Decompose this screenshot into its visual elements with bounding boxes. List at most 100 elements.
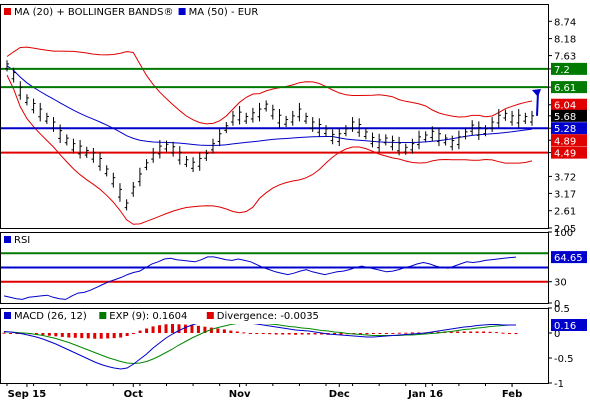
price-axis-tick-label-10: 3.72	[554, 172, 576, 183]
price-legend-swatch-0	[4, 8, 11, 15]
price-level-0-tag-label: 7.2	[554, 65, 570, 76]
x-tick-label-0: Sep 15	[8, 389, 47, 400]
divergence-bar	[462, 331, 466, 333]
price-legend-bg	[2, 6, 262, 20]
macd-axis-tick-label-0: 0.5	[554, 304, 570, 315]
price-level-1-tag-label: 6.61	[554, 83, 576, 94]
divergence-bar	[119, 333, 123, 338]
divergence-bar	[112, 333, 116, 339]
divergence-bar	[235, 331, 239, 333]
divergence-bar	[339, 333, 343, 335]
forecast-arrow-head	[532, 88, 541, 97]
divergence-bar	[436, 331, 440, 333]
macd-legend-bg	[2, 310, 292, 324]
price-value-1-tag	[551, 109, 587, 122]
divergence-bar	[501, 332, 505, 334]
price-value-2-tag-label: 4.89	[554, 136, 576, 147]
price-value-2-tag	[551, 134, 587, 147]
divergence-bar	[371, 333, 375, 334]
macd-axis-tick-label-1: 0	[554, 329, 560, 340]
price-level-1-tag	[551, 81, 587, 94]
divergence-bar	[93, 333, 97, 339]
divergence-bar	[67, 333, 71, 338]
divergence-bar	[222, 329, 226, 333]
price-axis-tick-label-0: 8.74	[554, 17, 576, 28]
price-level-2-tag-label: 5.28	[554, 124, 576, 135]
divergence-bar	[41, 333, 45, 336]
divergence-bar	[190, 325, 194, 333]
divergence-bar	[171, 324, 175, 333]
divergence-bar	[404, 332, 408, 334]
divergence-bar	[268, 333, 272, 335]
divergence-bar	[378, 333, 382, 334]
divergence-bar	[281, 333, 285, 335]
macd-legend-label-0: MACD (26, 12)	[14, 311, 87, 322]
price-value-1-tag-label: 5.68	[554, 112, 576, 123]
divergence-bar	[99, 333, 103, 339]
divergence-bar	[54, 333, 58, 337]
divergence-bar	[333, 333, 337, 335]
divergence-bar	[274, 333, 278, 335]
divergence-bar	[307, 333, 311, 335]
divergence-bar	[145, 328, 149, 333]
divergence-bar	[216, 328, 220, 333]
divergence-bar	[449, 331, 453, 333]
price-axis-tick-label-1: 8.18	[554, 35, 576, 46]
divergence-bar	[313, 333, 317, 335]
price-level-0-tag	[551, 62, 587, 75]
price-legend-label-1: MA (50) - EUR	[189, 7, 259, 18]
divergence-bar	[132, 333, 136, 334]
bollinger-lower-line	[6, 74, 533, 225]
price-panel: 8.74 8.18 7.63 7.2 6.61 6.045.685.284.89 4.49 3…	[0, 4, 587, 235]
macd-axis-tick-label-3: -1	[554, 379, 564, 390]
macd-axis-tick-label-2: -0.5	[554, 354, 574, 365]
divergence-bar	[397, 332, 401, 334]
price-level-3-tag	[551, 146, 587, 159]
price-value-0-tag	[551, 98, 587, 111]
macd-panel: 0.5 0 -0.5 -1 0.16 MACD (26, 12) EXP (9): 0.16…	[0, 304, 587, 390]
macd-legend-swatch-0	[4, 312, 11, 319]
price-axis-tick-label-12: 2.61	[554, 207, 576, 218]
divergence-bar	[456, 331, 460, 333]
divergence-bar	[229, 330, 233, 333]
price-legend-swatch-1	[178, 8, 186, 15]
macd-value-0-tag-label: 0.16	[554, 321, 576, 332]
divergence-bar	[8, 333, 12, 334]
divergence-bar	[508, 333, 512, 334]
rsi-axis-tick-label-0: 100	[554, 228, 573, 239]
macd-frame	[0, 308, 549, 384]
divergence-bar	[106, 333, 110, 339]
price-axis-tick-label-11: 3.17	[554, 189, 576, 200]
divergence-bar	[430, 332, 434, 334]
x-tick-label-1: Oct	[124, 389, 143, 400]
divergence-bar	[482, 331, 486, 333]
macd-value-0-tag	[551, 319, 587, 331]
divergence-bar	[209, 327, 213, 333]
divergence-bar	[158, 325, 162, 333]
divergence-bar	[410, 332, 414, 334]
divergence-bar	[183, 324, 187, 333]
divergence-bar	[255, 333, 259, 334]
divergence-bar	[248, 333, 252, 334]
divergence-bar	[514, 333, 518, 334]
price-legend-label-0: MA (20) + BOLLINGER BANDS®	[14, 7, 173, 18]
rsi-line	[3, 256, 517, 300]
rsi-frame	[0, 232, 549, 304]
divergence-bar	[151, 326, 155, 333]
divergence-bar	[475, 331, 479, 333]
divergence-bar	[196, 325, 200, 333]
divergence-bar	[300, 333, 304, 335]
price-level-2-tag	[551, 122, 587, 135]
macd-legend-label-2: Divergence: -0.0035	[217, 311, 319, 322]
signal-line	[4, 322, 516, 365]
divergence-bar	[47, 333, 51, 336]
divergence-bar	[34, 333, 38, 335]
rsi-value-0-tag-label: 64.65	[554, 253, 583, 264]
price-level-3-tag-label: 4.49	[554, 149, 576, 160]
rsi-axis-tick-label-1: 30	[554, 278, 567, 289]
rsi-axis-tick-label-2: 0	[554, 299, 560, 310]
x-tick-label-3: Dec	[329, 389, 350, 400]
bollinger-upper-line	[6, 46, 533, 125]
divergence-bar	[358, 333, 362, 335]
